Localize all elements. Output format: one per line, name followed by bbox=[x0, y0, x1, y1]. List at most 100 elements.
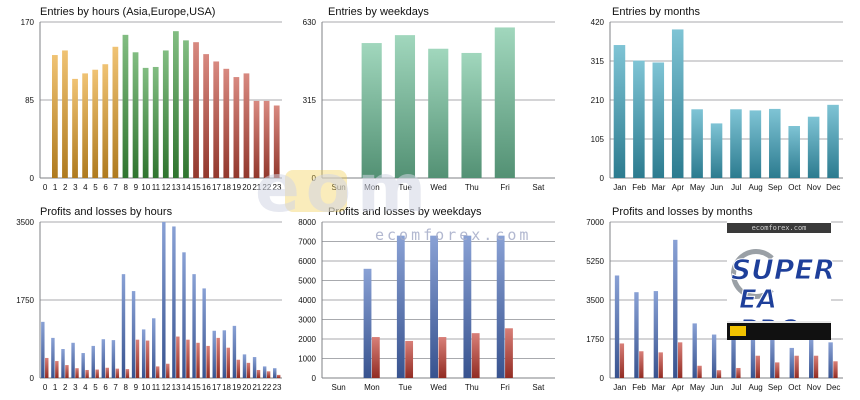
x-tick-label: 20 bbox=[242, 183, 251, 192]
x-tick-label: Tue bbox=[398, 383, 412, 392]
bar bbox=[833, 361, 838, 378]
bar bbox=[827, 104, 839, 178]
x-tick-label: Wed bbox=[430, 183, 446, 192]
chart-title: Entries by hours (Asia,Europe,USA) bbox=[40, 6, 215, 18]
x-tick-label: Nov bbox=[807, 183, 821, 192]
bar bbox=[263, 100, 270, 178]
bar bbox=[692, 323, 697, 378]
bar bbox=[769, 108, 781, 178]
y-tick-label: 0 bbox=[30, 374, 35, 383]
x-tick-label: Dec bbox=[826, 383, 840, 392]
y-tick-label: 170 bbox=[21, 18, 35, 27]
ecom-logo-icon bbox=[285, 170, 347, 212]
bar bbox=[619, 343, 625, 378]
bar bbox=[273, 368, 277, 378]
x-tick-label: Jan bbox=[613, 183, 626, 192]
bar bbox=[131, 291, 136, 378]
bar bbox=[145, 340, 150, 378]
x-tick-label: 4 bbox=[83, 183, 88, 192]
x-tick-label: Fri bbox=[500, 383, 510, 392]
bar bbox=[653, 291, 659, 378]
bar bbox=[82, 73, 89, 178]
x-tick-label: 23 bbox=[273, 183, 282, 192]
bar bbox=[363, 268, 372, 378]
y-tick-label: 7000 bbox=[298, 238, 316, 247]
bar bbox=[505, 328, 513, 378]
super-ea-pro-ad[interactable]: ecomforex.com SUPER EA PRO bbox=[727, 221, 836, 346]
bar bbox=[755, 355, 760, 378]
bar bbox=[192, 274, 196, 378]
bar bbox=[697, 365, 702, 378]
x-tick-label: Oct bbox=[788, 183, 801, 192]
x-tick-label: 11 bbox=[152, 383, 161, 392]
bar bbox=[85, 369, 89, 378]
ad-site-bar: ecomforex.com bbox=[727, 223, 831, 233]
bar bbox=[633, 60, 645, 178]
bar bbox=[394, 35, 416, 178]
x-tick-label: 5 bbox=[93, 383, 98, 392]
y-tick-label: 3500 bbox=[586, 296, 604, 305]
bar bbox=[142, 67, 149, 178]
bar bbox=[396, 235, 405, 378]
x-tick-label: 6 bbox=[103, 383, 108, 392]
bar bbox=[41, 321, 45, 378]
bar bbox=[75, 368, 79, 378]
bar bbox=[262, 366, 267, 378]
x-tick-label: Aug bbox=[749, 183, 763, 192]
bar bbox=[677, 342, 683, 378]
y-tick-label: 3500 bbox=[16, 218, 34, 227]
y-tick-label: 2000 bbox=[298, 335, 316, 344]
x-tick-label: 9 bbox=[134, 183, 139, 192]
bar bbox=[749, 110, 762, 178]
y-tick-label: 1750 bbox=[586, 335, 604, 344]
x-tick-label: 21 bbox=[252, 383, 261, 392]
bar bbox=[266, 371, 271, 378]
bar bbox=[430, 235, 438, 378]
bar bbox=[710, 123, 723, 178]
chart-title: Profits and losses by hours bbox=[40, 206, 173, 218]
bar bbox=[213, 61, 220, 178]
x-tick-label: Feb bbox=[632, 183, 646, 192]
bar bbox=[405, 340, 414, 378]
bar bbox=[788, 126, 800, 178]
x-tick-label: 0 bbox=[43, 383, 48, 392]
x-tick-label: 14 bbox=[182, 183, 191, 192]
bar bbox=[166, 363, 170, 378]
bar bbox=[276, 374, 281, 378]
chart-title: Entries by weekdays bbox=[328, 6, 429, 18]
x-tick-label: Sun bbox=[332, 183, 346, 192]
bar bbox=[232, 325, 237, 378]
x-tick-label: Aug bbox=[749, 383, 763, 392]
bar bbox=[61, 349, 65, 378]
x-tick-label: 13 bbox=[172, 383, 181, 392]
bar bbox=[65, 365, 69, 378]
bar bbox=[111, 340, 116, 378]
x-tick-label: 14 bbox=[182, 383, 191, 392]
x-tick-label: Mon bbox=[364, 383, 380, 392]
x-tick-label: Sep bbox=[768, 383, 783, 392]
bar bbox=[233, 77, 240, 178]
bar bbox=[91, 345, 95, 378]
y-tick-label: 6000 bbox=[298, 257, 316, 266]
bar bbox=[652, 62, 665, 178]
bar bbox=[731, 324, 736, 378]
bar bbox=[125, 369, 130, 378]
x-tick-label: 1 bbox=[53, 183, 58, 192]
bar bbox=[196, 342, 200, 378]
x-tick-label: 6 bbox=[103, 183, 108, 192]
bar bbox=[775, 362, 780, 378]
bar bbox=[461, 52, 482, 179]
y-tick-label: 3000 bbox=[298, 316, 316, 325]
x-tick-label: Sun bbox=[332, 383, 346, 392]
x-tick-label: Mar bbox=[652, 183, 666, 192]
bar bbox=[135, 339, 140, 378]
x-tick-label: Apr bbox=[672, 383, 685, 392]
bar bbox=[92, 69, 99, 178]
bar bbox=[152, 318, 156, 378]
x-tick-label: May bbox=[690, 183, 705, 192]
x-tick-label: 17 bbox=[212, 183, 221, 192]
x-tick-label: 13 bbox=[172, 183, 181, 192]
x-tick-label: Dec bbox=[826, 183, 840, 192]
bar bbox=[361, 43, 382, 178]
